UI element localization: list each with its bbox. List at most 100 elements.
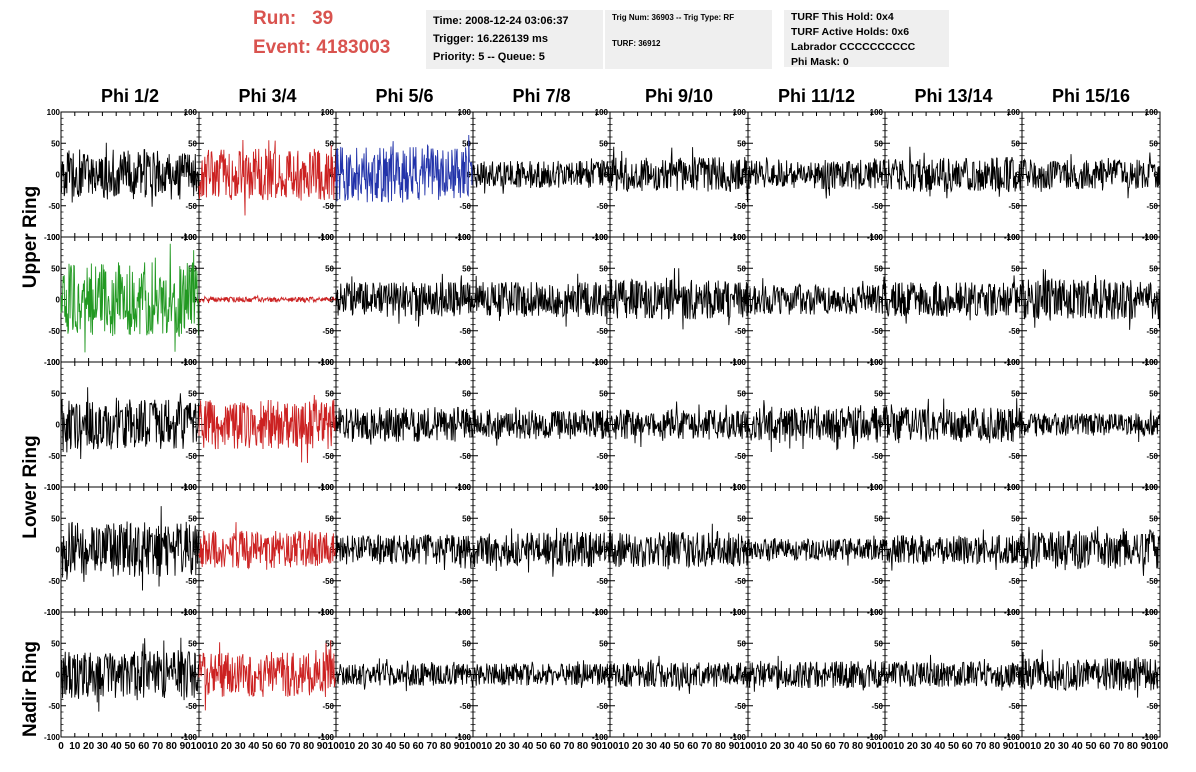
- y-tick-label: -50: [1008, 327, 1020, 336]
- y-tick-label: -50: [596, 702, 608, 711]
- y-tick-label: -100: [867, 733, 884, 742]
- x-tick-label: 90: [866, 741, 878, 752]
- x-tick-label: 60: [962, 741, 974, 752]
- y-tick-label: -50: [48, 577, 60, 586]
- y-tick-label: 100: [47, 608, 61, 617]
- waveform-trace: [60, 387, 200, 459]
- y-tick-label: 0: [1016, 171, 1021, 180]
- y-tick-label: 100: [733, 358, 747, 367]
- y-tick-label: 0: [879, 546, 884, 555]
- waveform-trace: [472, 158, 611, 194]
- y-tick-label: 0: [330, 671, 335, 680]
- x-tick-label: 50: [262, 741, 274, 752]
- waveform-trace: [60, 637, 200, 712]
- y-tick-label: 50: [51, 639, 60, 648]
- x-tick-label: 20: [632, 741, 644, 752]
- waveform-trace: [747, 655, 886, 692]
- y-tick-label: -50: [48, 702, 60, 711]
- x-tick-label: 20: [907, 741, 919, 752]
- phi-label-7: Phi 13/14: [914, 86, 993, 106]
- y-tick-label: -100: [592, 733, 609, 742]
- labrador-text: Labrador CCCCCCCCCC: [791, 41, 916, 53]
- y-tick-label: -50: [1008, 452, 1020, 461]
- waveform-trace: [335, 658, 474, 692]
- x-tick-label: 50: [124, 741, 136, 752]
- panel-r5-c1: -100 -100 -50 -50 0 0 50 50 100 100: [44, 608, 200, 742]
- x-tick-label: 30: [784, 741, 796, 752]
- x-tick-label: 50: [673, 741, 685, 752]
- y-tick-label: 50: [325, 514, 334, 523]
- x-tick-label: 30: [1058, 741, 1070, 752]
- x-tick-label: 60: [550, 741, 562, 752]
- priority-text: Priority: 5 -- Queue: 5: [433, 51, 545, 63]
- y-tick-label: -50: [871, 452, 883, 461]
- turf-active-holds-text: TURF Active Holds: 0x6: [791, 26, 910, 38]
- x-tick-label: 40: [522, 741, 534, 752]
- waveform-trace: [472, 407, 611, 446]
- y-tick-label: 100: [321, 108, 335, 117]
- y-tick-label: -50: [596, 327, 608, 336]
- y-tick-label: 50: [1149, 389, 1158, 398]
- y-tick-label: 0: [330, 546, 335, 555]
- x-tick-label: 40: [111, 741, 123, 752]
- panel-r5-c2: -100 -50 0 50 100: [198, 608, 337, 742]
- y-tick-label: 100: [1145, 233, 1159, 242]
- x-tick-label: 40: [660, 741, 672, 752]
- waveform-trace: [198, 522, 337, 570]
- y-tick-label: -100: [44, 608, 61, 617]
- y-tick-label: 50: [462, 389, 471, 398]
- y-tick-label: 50: [1149, 639, 1158, 648]
- trigger-info-box: Trig Num: 36903 -- Trig Type: RF TURF: 3…: [605, 10, 772, 69]
- y-tick-label: -50: [48, 327, 60, 336]
- y-tick-label: 50: [462, 264, 471, 273]
- x-tick-label: 20: [221, 741, 233, 752]
- x-tick-label: 80: [577, 741, 589, 752]
- waveform-trace: [60, 243, 200, 353]
- y-tick-label: 100: [1145, 108, 1159, 117]
- y-tick-label: 100: [184, 358, 198, 367]
- y-tick-label: -50: [734, 452, 746, 461]
- waveform-trace: [747, 535, 886, 566]
- x-tick-label: 50: [536, 741, 548, 752]
- y-tick-label: 100: [458, 483, 472, 492]
- y-tick-label: 100: [458, 233, 472, 242]
- time-info-box: Time: 2008-12-24 03:06:37 Trigger: 16.22…: [426, 10, 603, 69]
- run-label: Run:: [253, 8, 297, 29]
- x-tick-label: 10: [344, 741, 356, 752]
- time-text: Time: 2008-12-24 03:06:37: [433, 15, 569, 27]
- phi-label-3: Phi 5/6: [375, 86, 434, 106]
- y-tick-label: -50: [871, 202, 883, 211]
- y-tick-label: -50: [734, 577, 746, 586]
- waveform-trace: [198, 294, 337, 304]
- panel-frame: [609, 111, 749, 238]
- y-tick-label: -100: [1142, 733, 1159, 742]
- y-tick-label: 50: [325, 389, 334, 398]
- x-tick-label: 90: [454, 741, 466, 752]
- waveform-trace: [884, 398, 1023, 444]
- event-label: Event:: [253, 37, 312, 58]
- y-tick-label: 50: [1011, 514, 1020, 523]
- x-tick-label: 30: [509, 741, 521, 752]
- x-tick-label: 60: [825, 741, 837, 752]
- x-tick-label: 30: [372, 741, 384, 752]
- y-tick-label: -100: [181, 733, 198, 742]
- y-tick-label: 0: [879, 421, 884, 430]
- y-tick-label: 100: [870, 233, 884, 242]
- y-tick-label: 50: [462, 639, 471, 648]
- panel-frame: [198, 361, 337, 488]
- y-tick-label: -100: [1004, 733, 1021, 742]
